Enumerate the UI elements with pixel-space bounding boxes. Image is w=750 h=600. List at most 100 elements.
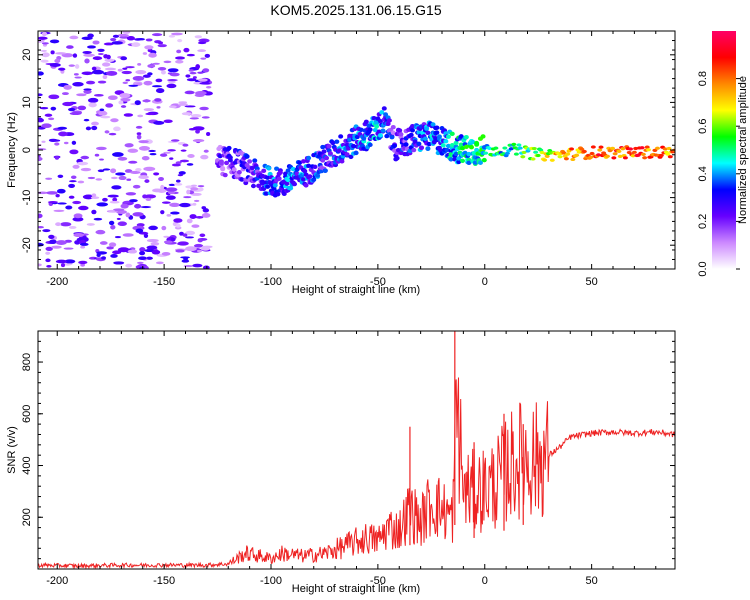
ridge-blob — [381, 106, 387, 111]
noise-blob — [197, 49, 207, 53]
ridge-blob — [667, 155, 673, 159]
ridge-blob — [408, 132, 414, 138]
ridge-blob — [386, 118, 392, 123]
noise-blob — [165, 187, 178, 192]
noise-blob — [91, 125, 98, 131]
snr-panel: -200 -150 -100 -50 0 50 200 400 600 800 Height of… — [6, 330, 676, 595]
noise-blob — [38, 263, 42, 267]
noise-blob — [168, 105, 177, 109]
noise-blob — [171, 163, 181, 167]
noise-blob — [97, 169, 105, 173]
ridge-blob — [383, 112, 389, 117]
ridge-blob — [276, 176, 282, 181]
noise-blob — [113, 208, 125, 212]
snr-ticks: -200 -150 -100 -50 0 50 200 400 600 800 — [21, 331, 675, 587]
ridge-blob — [453, 140, 459, 146]
ridge-blob — [620, 147, 626, 151]
noise-blob — [80, 155, 90, 160]
noise-blob — [167, 191, 176, 195]
noise-blob — [41, 31, 48, 37]
ridge-blob — [392, 143, 398, 149]
ridge-blob — [434, 130, 440, 135]
ridge-blob — [639, 146, 645, 150]
ridge-blob — [662, 147, 668, 151]
noise-blob — [55, 52, 67, 55]
noise-blob — [70, 175, 77, 179]
noise-blob — [110, 224, 116, 230]
noise-blob — [48, 94, 60, 100]
noise-blob — [62, 101, 74, 107]
noise-blob — [157, 66, 167, 71]
ridge-blob — [422, 136, 428, 141]
ridge-blob — [530, 157, 536, 161]
noise-blob — [153, 172, 160, 176]
noise-blob — [56, 188, 66, 194]
ridge-blob — [358, 127, 364, 133]
noise-blob — [203, 149, 209, 153]
ridge-blob — [256, 183, 262, 189]
noise-blob — [92, 40, 100, 45]
noise-blob — [68, 64, 75, 67]
noise-blob — [129, 170, 141, 174]
noise-blob — [142, 194, 148, 199]
ridge-blob — [243, 180, 249, 186]
ridge-blob — [589, 151, 595, 156]
ridge-blob — [569, 147, 575, 151]
noise-blob — [49, 39, 60, 44]
noise-blob — [184, 105, 196, 108]
noise-blob — [167, 79, 178, 82]
ridge-blob — [443, 139, 449, 144]
noise-blob — [165, 195, 176, 200]
ridge-blob — [227, 158, 233, 163]
noise-blob — [121, 70, 132, 75]
y-tick-label: 20 — [21, 49, 33, 61]
noise-blob — [153, 120, 165, 125]
ridge-blob — [574, 153, 580, 157]
noise-blob — [80, 263, 86, 267]
ridge-blob — [466, 151, 472, 157]
noise-blob — [41, 140, 46, 143]
ridge-blob — [300, 177, 306, 182]
ridge-blob — [353, 150, 359, 156]
ridge-blob — [539, 150, 545, 155]
ridge-blob — [398, 150, 404, 156]
noise-blob — [181, 259, 190, 263]
noise-blob — [102, 168, 111, 171]
noise-blob — [71, 140, 77, 145]
noise-blob — [144, 194, 157, 199]
noise-blob — [117, 247, 130, 253]
ridge-blob — [630, 154, 636, 158]
ridge-blob — [474, 147, 480, 153]
noise-blob — [68, 180, 77, 183]
noise-blob — [139, 247, 146, 252]
noise-blob — [50, 106, 57, 111]
noise-blob — [80, 167, 92, 172]
noise-blob — [45, 251, 51, 255]
ridge-blob — [398, 132, 404, 137]
ridge-blob — [424, 126, 430, 131]
noise-blob — [152, 188, 163, 193]
noise-blob — [38, 242, 44, 247]
ridge-blob — [379, 110, 385, 115]
noise-blob — [166, 83, 177, 89]
ridge-blob — [640, 152, 646, 156]
noise-blob — [169, 202, 181, 208]
noise-blob — [182, 233, 188, 237]
noise-blob — [38, 36, 48, 40]
ridge-blob — [371, 116, 377, 121]
ridge-blob — [456, 159, 462, 165]
noise-blob — [197, 41, 207, 45]
noise-blob — [77, 105, 87, 111]
ridge-blob — [222, 172, 228, 178]
noise-blob — [69, 149, 79, 155]
noise-blob — [44, 113, 53, 117]
ridge-blob — [226, 145, 232, 151]
noise-blob — [178, 171, 186, 175]
noise-blob — [94, 153, 100, 157]
ridge-blob — [486, 146, 492, 151]
noise-blob — [132, 75, 145, 81]
noise-blob — [91, 193, 97, 198]
noise-blob — [196, 249, 203, 253]
noise-blob — [199, 106, 209, 111]
ridge-blob — [297, 160, 303, 165]
